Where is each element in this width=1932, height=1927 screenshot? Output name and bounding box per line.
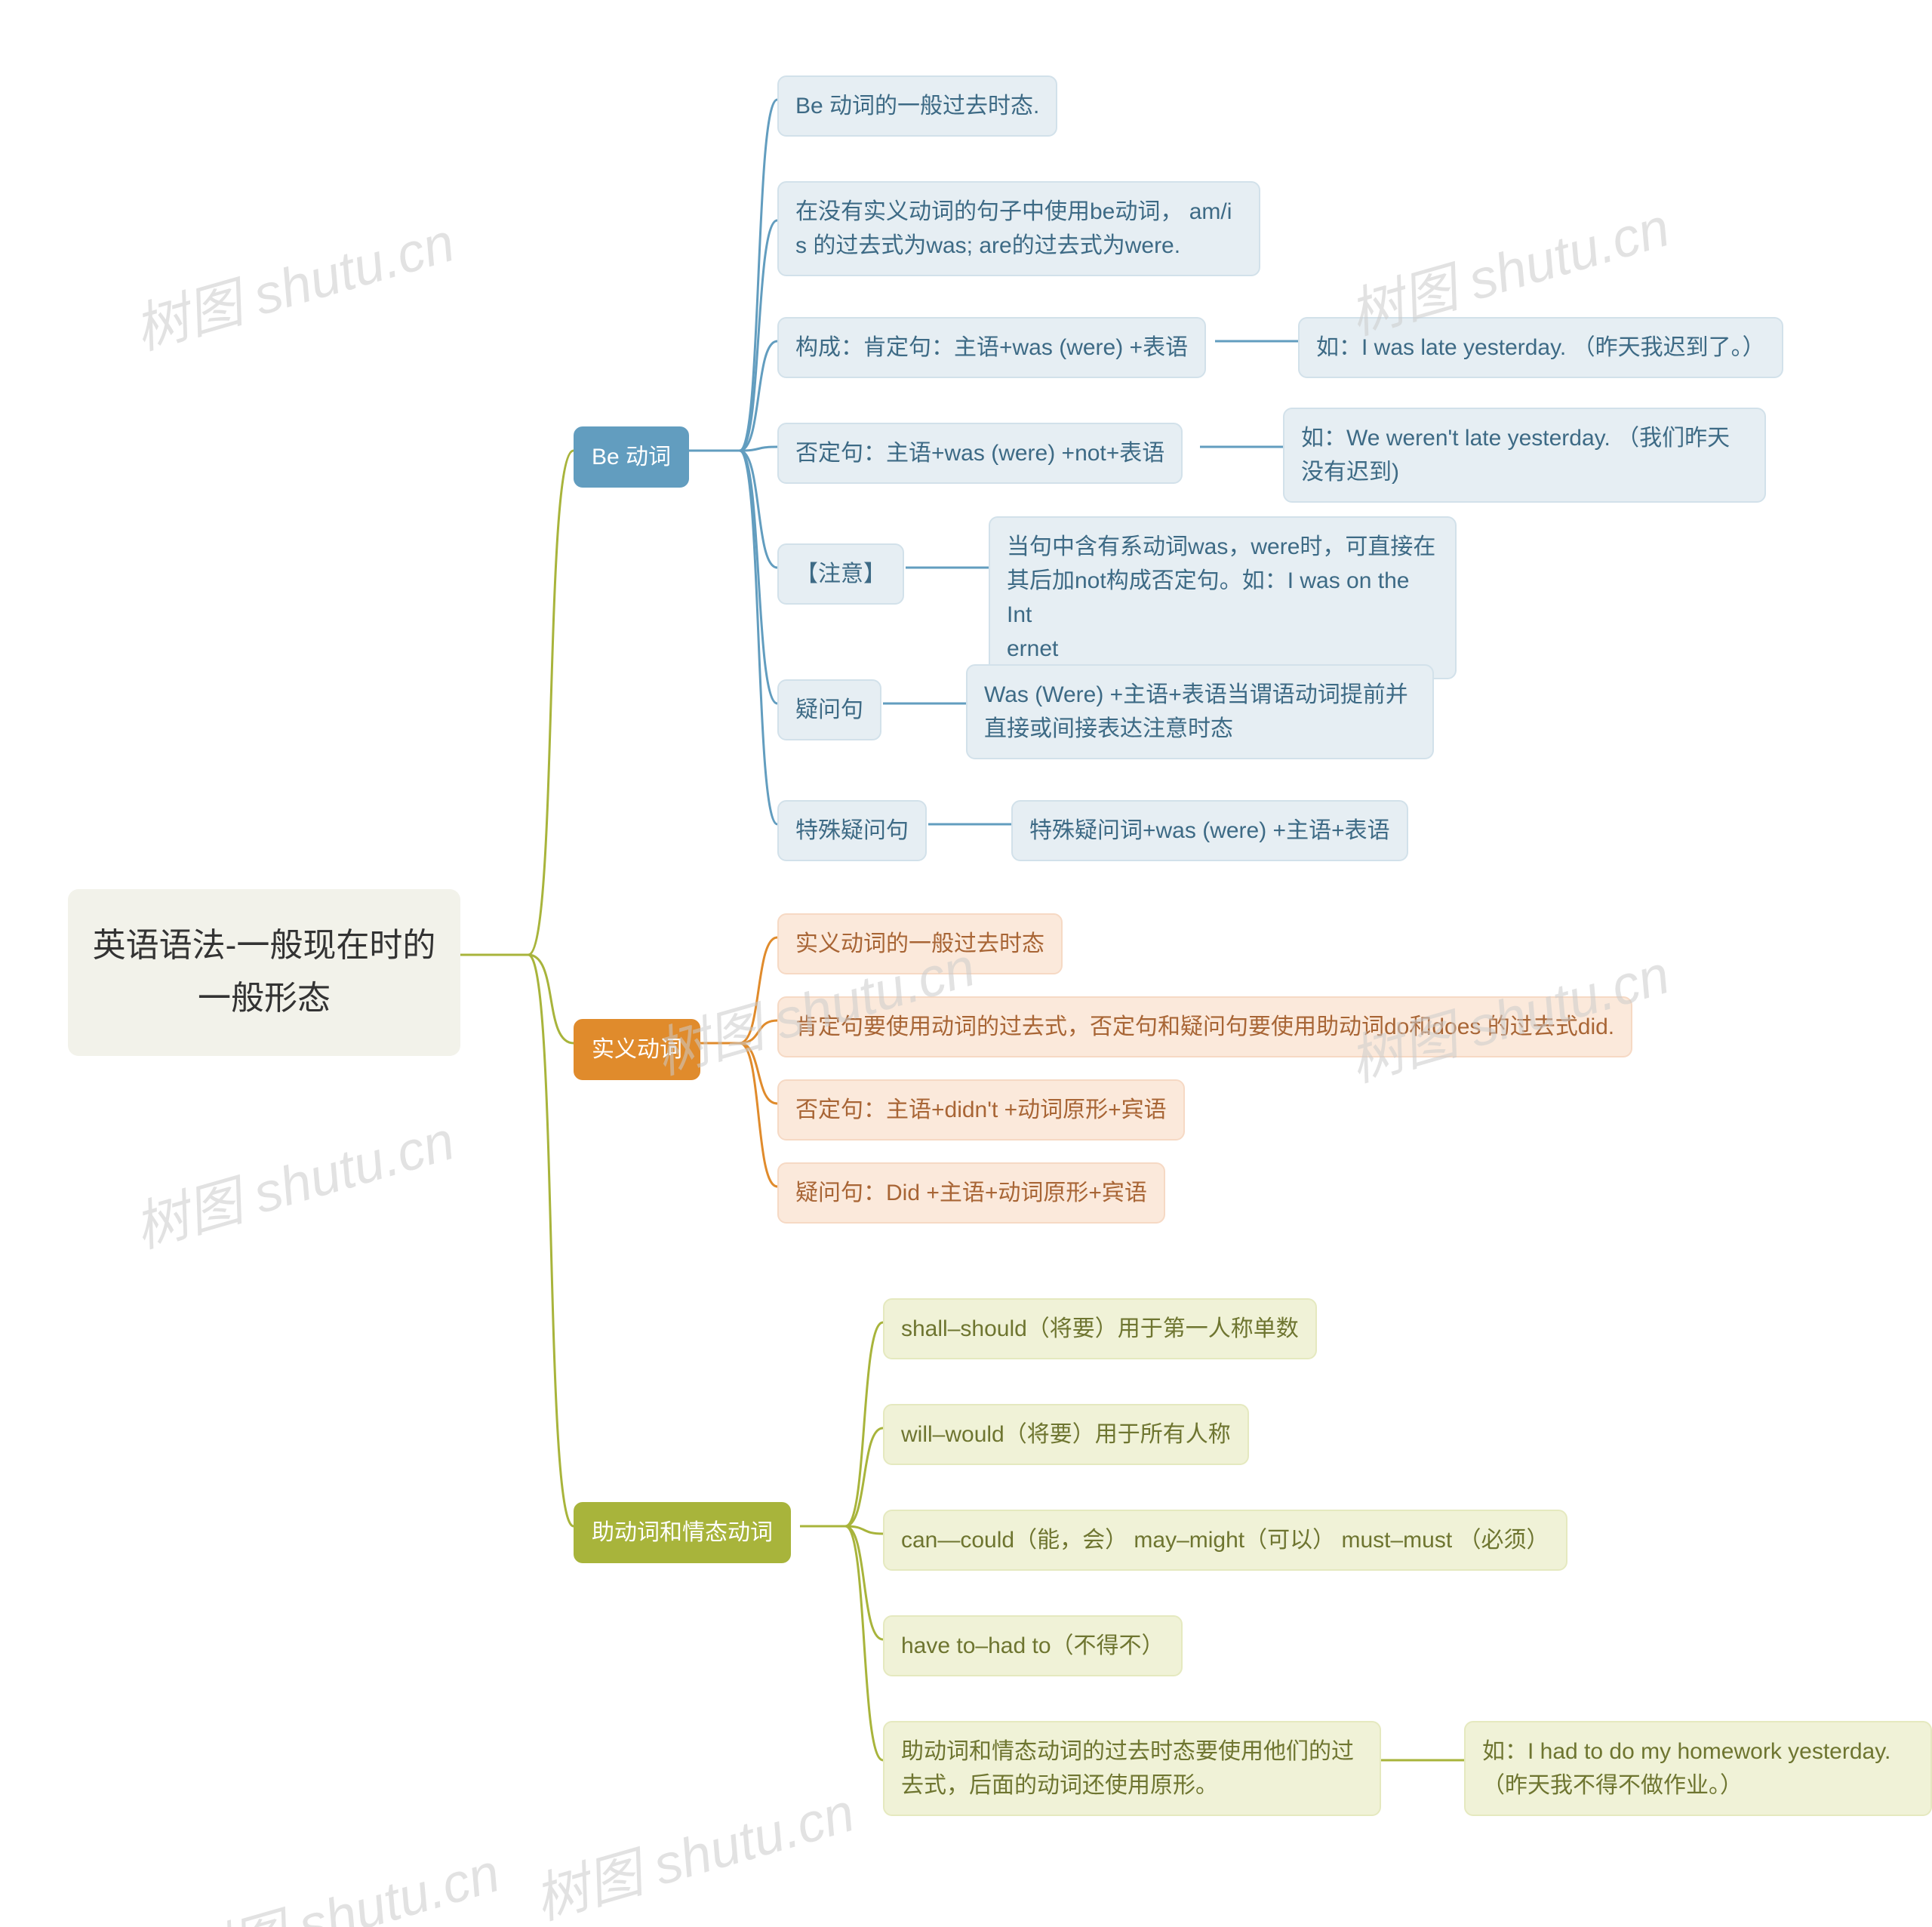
leaf-node: 如：We weren't late yesterday. （我们昨天 没有迟到) [1283, 408, 1766, 503]
leaf-node: shall–should（将要）用于第一人称单数 [883, 1298, 1317, 1359]
leaf-node: Was (Were) +主语+表语当谓语动词提前并 直接或间接表达注意时态 [966, 664, 1434, 759]
leaf-node: 特殊疑问词+was (were) +主语+表语 [1011, 800, 1408, 861]
leaf-node: 助动词和情态动词的过去时态要使用他们的过 去式，后面的动词还使用原形。 [883, 1721, 1381, 1816]
leaf-node: 【注意】 [777, 543, 904, 605]
leaf-node: 特殊疑问句 [777, 800, 927, 861]
leaf-node: 当句中含有系动词was，were时，可直接在 其后加not构成否定句。如：I w… [989, 516, 1457, 679]
watermark: 树图 shutu.cn [124, 198, 462, 365]
leaf-node: 疑问句：Did +主语+动词原形+宾语 [777, 1162, 1165, 1224]
leaf-node: 否定句：主语+didn't +动词原形+宾语 [777, 1079, 1185, 1141]
root-node: 英语语法-一般现在时的 一般形态 [68, 889, 460, 1056]
watermark: 树图 shutu.cn [169, 1828, 507, 1927]
leaf-node: 如：I had to do my homework yesterday. （昨天… [1464, 1721, 1932, 1816]
branch-notional: 实义动词 [574, 1019, 700, 1080]
leaf-node: 否定句：主语+was (were) +not+表语 [777, 423, 1183, 484]
leaf-node: 肯定句要使用动词的过去式，否定句和疑问句要使用助动词do和does 的过去式di… [777, 996, 1632, 1057]
leaf-node: have to–had to（不得不） [883, 1615, 1183, 1676]
mindmap-canvas: 英语语法-一般现在时的 一般形态 Be 动词 Be 动词的一般过去时态. 在没有… [0, 0, 1932, 1927]
watermark: 树图 shutu.cn [524, 1768, 862, 1927]
branch-aux: 助动词和情态动词 [574, 1502, 791, 1563]
leaf-node: Be 动词的一般过去时态. [777, 75, 1057, 137]
watermark: 树图 shutu.cn [124, 1096, 462, 1263]
leaf-node: 如：I was late yesterday. （昨天我迟到了。） [1298, 317, 1783, 378]
leaf-node: will–would（将要）用于所有人称 [883, 1404, 1249, 1465]
branch-be: Be 动词 [574, 426, 689, 488]
leaf-node: 在没有实义动词的句子中使用be动词， am/i s 的过去式为was; are的… [777, 181, 1260, 276]
leaf-node: 构成：肯定句：主语+was (were) +表语 [777, 317, 1206, 378]
leaf-node: 疑问句 [777, 679, 881, 740]
leaf-node: can—could（能，会） may–might（可以） must–must （… [883, 1510, 1567, 1571]
leaf-node: 实义动词的一般过去时态 [777, 913, 1063, 974]
